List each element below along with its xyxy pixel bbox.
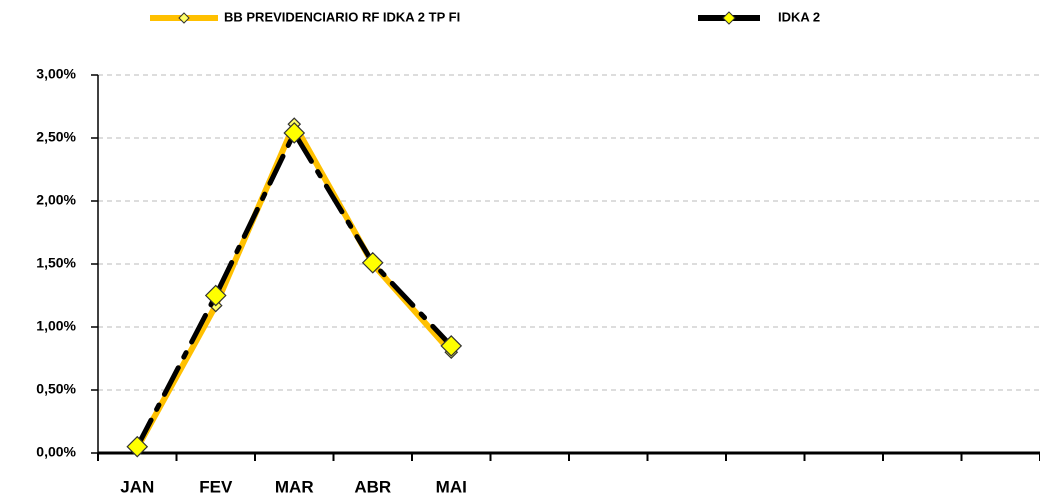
x-tick-label: JAN: [120, 477, 154, 496]
y-tick-label: 2,50%: [36, 129, 76, 145]
y-tick-label: 3,00%: [36, 66, 76, 82]
legend-label: IDKA 2: [778, 9, 820, 24]
y-tick-label: 0,50%: [36, 381, 76, 397]
series-line: [134, 121, 454, 450]
x-tick-label: ABR: [354, 477, 391, 496]
marker: [440, 335, 463, 357]
marker: [283, 122, 306, 144]
legend-label: BB PREVIDENCIARIO RF IDKA 2 TP FI: [224, 9, 460, 24]
y-tick-label: 1,00%: [36, 318, 76, 334]
y-tick-label: 2,00%: [36, 192, 76, 208]
y-tick-label: 0,00%: [36, 444, 76, 460]
marker: [204, 284, 227, 307]
marker: [126, 435, 149, 458]
x-tick-label: FEV: [199, 477, 233, 496]
x-tick-label: MAR: [275, 477, 314, 496]
y-tick-label: 1,50%: [36, 255, 76, 271]
legend-marker: [722, 11, 736, 25]
marker: [361, 251, 384, 274]
x-tick-label: MAI: [436, 477, 467, 496]
series-line: [134, 127, 454, 450]
legend-marker: [178, 12, 190, 24]
